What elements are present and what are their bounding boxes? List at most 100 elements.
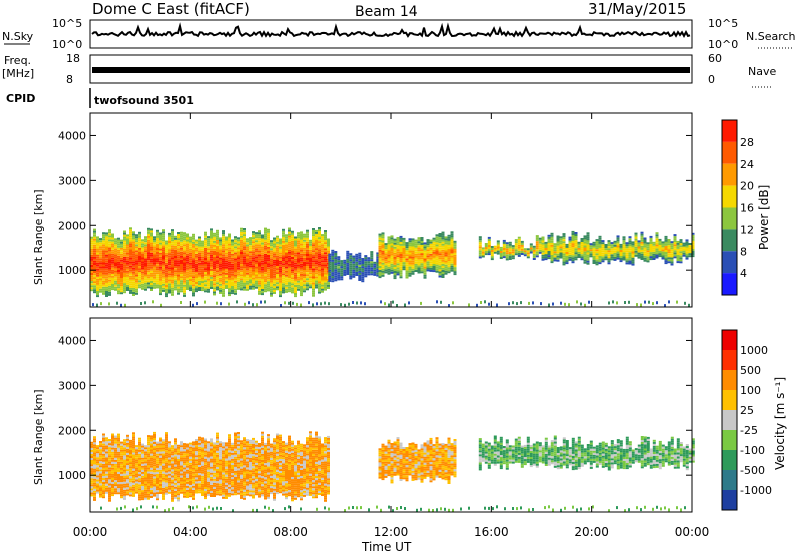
velocity-echo-cell bbox=[150, 467, 153, 470]
velocity-echo-cell bbox=[99, 445, 102, 448]
velocity-echo-cell bbox=[114, 474, 117, 476]
power-echo-cell bbox=[574, 254, 578, 257]
power-echo-cell bbox=[315, 252, 318, 255]
power-echo-cell bbox=[249, 277, 252, 280]
power-echo-cell bbox=[634, 248, 638, 251]
velocity-echo-cell bbox=[90, 490, 93, 493]
power-echo-cell bbox=[252, 265, 255, 268]
power-ground-scatter bbox=[260, 300, 262, 304]
power-echo-cell bbox=[120, 239, 123, 242]
power-echo-cell bbox=[111, 251, 114, 254]
velocity-echo-cell bbox=[198, 471, 201, 474]
power-echo-cell bbox=[613, 242, 617, 245]
power-echo-cell bbox=[514, 241, 518, 244]
power-echo-cell bbox=[228, 247, 231, 250]
power-echo-cell bbox=[156, 235, 159, 238]
power-echo-cell bbox=[450, 247, 454, 250]
power-echo-cell bbox=[297, 272, 300, 275]
power-echo-cell bbox=[634, 240, 638, 243]
power-echo-cell bbox=[111, 253, 114, 256]
velocity-echo-cell bbox=[102, 480, 105, 482]
power-echo-cell bbox=[300, 292, 303, 295]
velocity-echo-cell bbox=[183, 479, 186, 482]
power-colorbar-swatch bbox=[722, 251, 737, 274]
power-echo-cell bbox=[370, 269, 374, 272]
power-echo-cell bbox=[673, 252, 677, 255]
velocity-echo-cell bbox=[105, 465, 108, 468]
power-echo-cell bbox=[676, 259, 680, 261]
power-echo-cell bbox=[174, 286, 177, 289]
power-echo-cell bbox=[318, 285, 321, 288]
power-echo-cell bbox=[237, 261, 240, 264]
power-echo-cell bbox=[444, 272, 448, 275]
power-echo-cell bbox=[105, 236, 108, 239]
power-echo-cell bbox=[261, 248, 264, 251]
velocity-echo-cell bbox=[147, 477, 150, 480]
power-echo-cell bbox=[264, 264, 267, 266]
velocity-echo-cell bbox=[171, 465, 174, 468]
power-echo-cell bbox=[324, 276, 327, 279]
power-echo-cell bbox=[132, 261, 135, 264]
power-echo-cell bbox=[165, 246, 168, 249]
power-echo-cell bbox=[312, 272, 315, 275]
velocity-echo-cell bbox=[189, 477, 192, 479]
power-echo-cell bbox=[162, 279, 165, 282]
velocity-echo-cell bbox=[123, 471, 126, 474]
power-echo-cell bbox=[643, 251, 647, 254]
power-echo-cell bbox=[279, 252, 282, 255]
power-echo-cell bbox=[592, 253, 596, 256]
power-echo-cell bbox=[150, 248, 153, 251]
power-echo-cell bbox=[162, 243, 165, 246]
power-echo-cell bbox=[417, 255, 421, 258]
velocity-echo-cell bbox=[183, 459, 186, 462]
power-echo-cell bbox=[99, 240, 102, 243]
power-colorbar-tick-label: 12 bbox=[740, 223, 754, 236]
power-echo-cell bbox=[105, 280, 108, 283]
power-echo-cell bbox=[405, 260, 409, 263]
velocity-echo-cell bbox=[108, 457, 111, 460]
power-echo-cell bbox=[441, 241, 445, 244]
power-echo-cell bbox=[141, 273, 144, 276]
power-echo-cell bbox=[153, 254, 156, 257]
velocity-echo-cell bbox=[111, 457, 114, 460]
power-echo-cell bbox=[622, 242, 626, 245]
power-echo-cell bbox=[331, 259, 335, 262]
power-echo-cell bbox=[408, 250, 412, 253]
velocity-echo-cell bbox=[132, 466, 135, 469]
velocity-echo-cell bbox=[180, 449, 183, 452]
power-echo-cell bbox=[634, 244, 638, 247]
power-echo-cell bbox=[324, 238, 327, 241]
velocity-echo-cell bbox=[186, 445, 189, 448]
power-echo-cell bbox=[634, 254, 638, 257]
power-echo-cell bbox=[435, 240, 439, 243]
power-echo-cell bbox=[438, 241, 442, 244]
power-echo-cell bbox=[246, 274, 249, 277]
power-echo-cell bbox=[453, 257, 457, 259]
power-echo-cell bbox=[117, 253, 120, 256]
power-echo-cell bbox=[420, 261, 424, 264]
power-echo-cell bbox=[195, 243, 198, 246]
velocity-echo-cell bbox=[165, 480, 168, 483]
velocity-echo-cell bbox=[147, 493, 150, 496]
velocity-echo-cell bbox=[201, 487, 204, 490]
power-echo-cell bbox=[270, 274, 273, 277]
power-echo-cell bbox=[288, 247, 291, 250]
velocity-echo-cell bbox=[102, 439, 105, 442]
power-echo-cell bbox=[679, 247, 683, 250]
power-echo-cell bbox=[303, 284, 306, 287]
velocity-echo-cell bbox=[156, 447, 159, 450]
power-echo-cell bbox=[664, 250, 668, 252]
power-colorbar-tick-label: 16 bbox=[740, 202, 754, 215]
power-echo-cell bbox=[484, 247, 488, 249]
power-echo-cell bbox=[508, 256, 512, 258]
power-echo-cell bbox=[201, 246, 204, 249]
power-echo-cell bbox=[123, 283, 126, 286]
power-echo-cell bbox=[99, 262, 102, 265]
power-echo-cell bbox=[652, 249, 656, 252]
power-echo-cell bbox=[306, 262, 309, 265]
velocity-echo-cell bbox=[198, 456, 201, 459]
power-echo-cell bbox=[189, 256, 192, 259]
power-echo-cell bbox=[240, 254, 243, 256]
power-echo-cell bbox=[318, 265, 321, 268]
power-echo-cell bbox=[484, 253, 488, 256]
